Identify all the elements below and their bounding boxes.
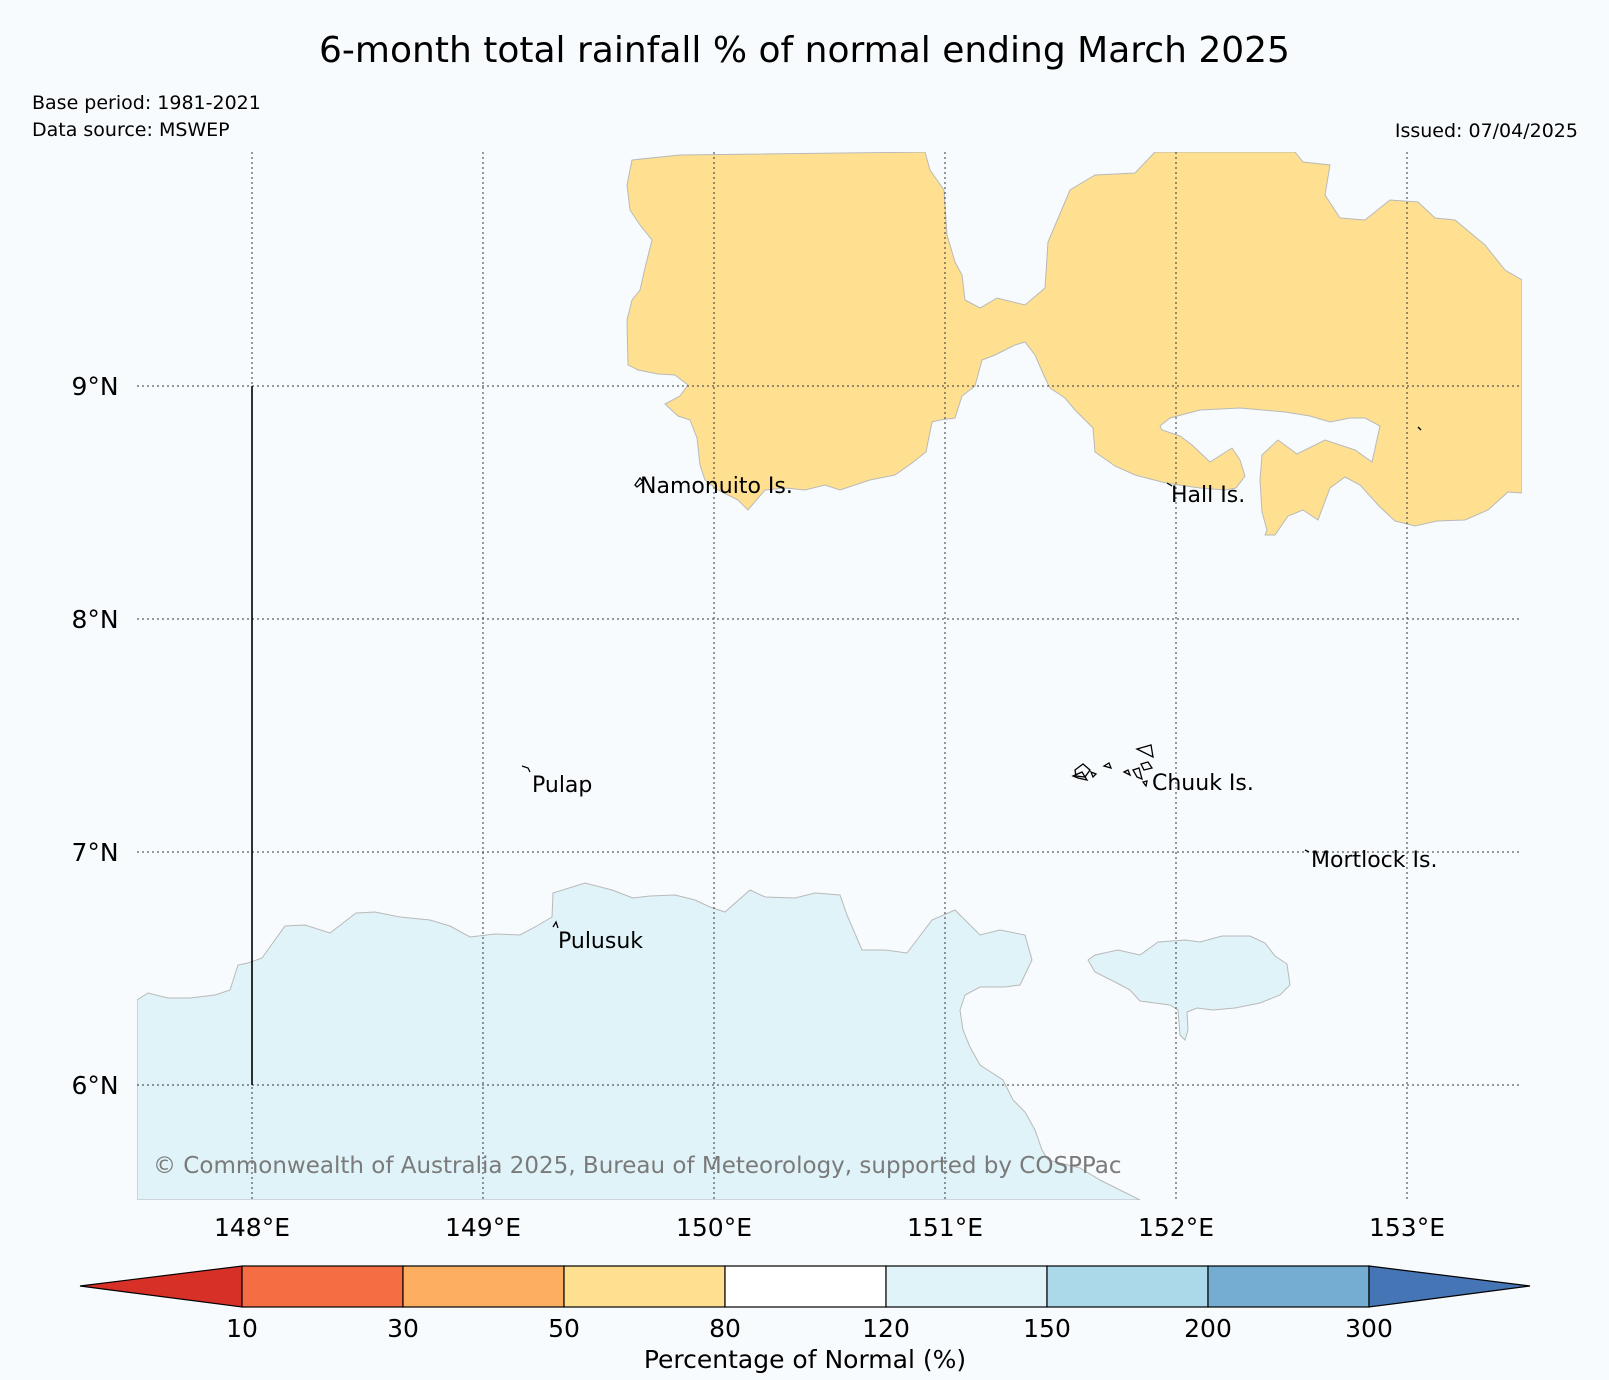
colorbar-tick-50: 50 bbox=[548, 1314, 580, 1343]
colorbar-tick-10: 10 bbox=[226, 1314, 258, 1343]
issued-date-text: Issued: 07/04/2025 bbox=[1394, 120, 1578, 142]
longitude-labels: 148°E 149°E 150°E 151°E 152°E 153°E bbox=[214, 1213, 1445, 1242]
colorbar-segment-50-80 bbox=[563, 1265, 726, 1308]
hall-island-shape bbox=[1166, 482, 1173, 487]
pulap-island-shape bbox=[521, 765, 531, 773]
colorbar-extend-low bbox=[79, 1265, 243, 1308]
rainfall-region-120-150-south bbox=[137, 882, 1141, 1200]
lon-label-152e: 152°E bbox=[1138, 1213, 1214, 1242]
colorbar bbox=[79, 1265, 1531, 1308]
colorbar-segment-200-300 bbox=[1207, 1265, 1370, 1308]
lon-label-151e: 151°E bbox=[907, 1213, 983, 1242]
lat-label-6n: 6°N bbox=[71, 1071, 118, 1100]
colorbar-extend-high bbox=[1368, 1265, 1531, 1308]
chuuk-island-shape-8 bbox=[1132, 767, 1143, 781]
colorbar-segment-120-150 bbox=[885, 1265, 1048, 1308]
latitude-labels: 9°N 8°N 7°N 6°N bbox=[71, 372, 118, 1100]
lon-label-149e: 149°E bbox=[445, 1213, 521, 1242]
mortlock-island-shape bbox=[1304, 849, 1310, 853]
pulusuk-island-shape bbox=[552, 920, 559, 929]
lon-label-148e: 148°E bbox=[214, 1213, 290, 1242]
colorbar-segment-80-120 bbox=[724, 1265, 887, 1308]
graticule bbox=[137, 152, 1522, 1200]
place-label-namonuito: Namonuito Is. bbox=[640, 474, 793, 499]
chuuk-island-shape-5 bbox=[1122, 769, 1132, 777]
lon-label-150e: 150°E bbox=[676, 1213, 752, 1242]
chuuk-island-shape-4 bbox=[1102, 762, 1113, 769]
colorbar-ticks: 10 30 50 80 120 150 200 300 bbox=[226, 1314, 1393, 1343]
data-source-text: Data source: MSWEP bbox=[32, 119, 230, 141]
place-label-mortlock: Mortlock Is. bbox=[1311, 848, 1437, 873]
rainfall-region-50-80 bbox=[626, 152, 1522, 536]
chuuk-island-shape-7 bbox=[1140, 761, 1154, 771]
colorbar-tick-30: 30 bbox=[387, 1314, 419, 1343]
chuuk-island-shape-6 bbox=[1135, 744, 1154, 759]
lon-label-153e: 153°E bbox=[1369, 1213, 1445, 1242]
map-title: 6-month total rainfall % of normal endin… bbox=[319, 30, 1290, 71]
chuuk-island-shape-3 bbox=[1089, 770, 1098, 779]
colorbar-segment-10-30 bbox=[241, 1265, 404, 1308]
lat-label-7n: 7°N bbox=[71, 838, 118, 867]
place-label-pulusuk: Pulusuk bbox=[558, 929, 643, 954]
chuuk-island-shape-2 bbox=[1071, 771, 1089, 781]
hall-east-island-shape bbox=[1417, 426, 1422, 431]
base-period-text: Base period: 1981-2021 bbox=[32, 92, 261, 114]
colorbar-segment-150-200 bbox=[1046, 1265, 1209, 1308]
lat-label-9n: 9°N bbox=[71, 372, 118, 401]
place-label-hall: Hall Is. bbox=[1171, 483, 1245, 508]
rainfall-region-120-150-east bbox=[1087, 935, 1291, 1041]
colorbar-tick-120: 120 bbox=[862, 1314, 910, 1343]
colorbar-tick-150: 150 bbox=[1023, 1314, 1071, 1343]
place-label-pulap: Pulap bbox=[532, 773, 592, 798]
place-label-chuuk: Chuuk Is. bbox=[1152, 771, 1254, 796]
map-panel: Namonuito Is. Hall Is. Pulap Chuuk Is. M… bbox=[137, 152, 1522, 1200]
colorbar-tick-80: 80 bbox=[709, 1314, 741, 1343]
namonuito-island-shape bbox=[634, 476, 644, 488]
colorbar-segment-30-50 bbox=[402, 1265, 565, 1308]
colorbar-tick-200: 200 bbox=[1184, 1314, 1232, 1343]
colorbar-label: Percentage of Normal (%) bbox=[644, 1345, 966, 1374]
chuuk-island-shape-9 bbox=[1141, 780, 1148, 788]
colorbar-tick-300: 300 bbox=[1345, 1314, 1393, 1343]
copyright-text: © Commonwealth of Australia 2025, Bureau… bbox=[153, 1153, 1122, 1179]
island-outlines bbox=[521, 426, 1422, 929]
lat-label-8n: 8°N bbox=[71, 605, 118, 634]
